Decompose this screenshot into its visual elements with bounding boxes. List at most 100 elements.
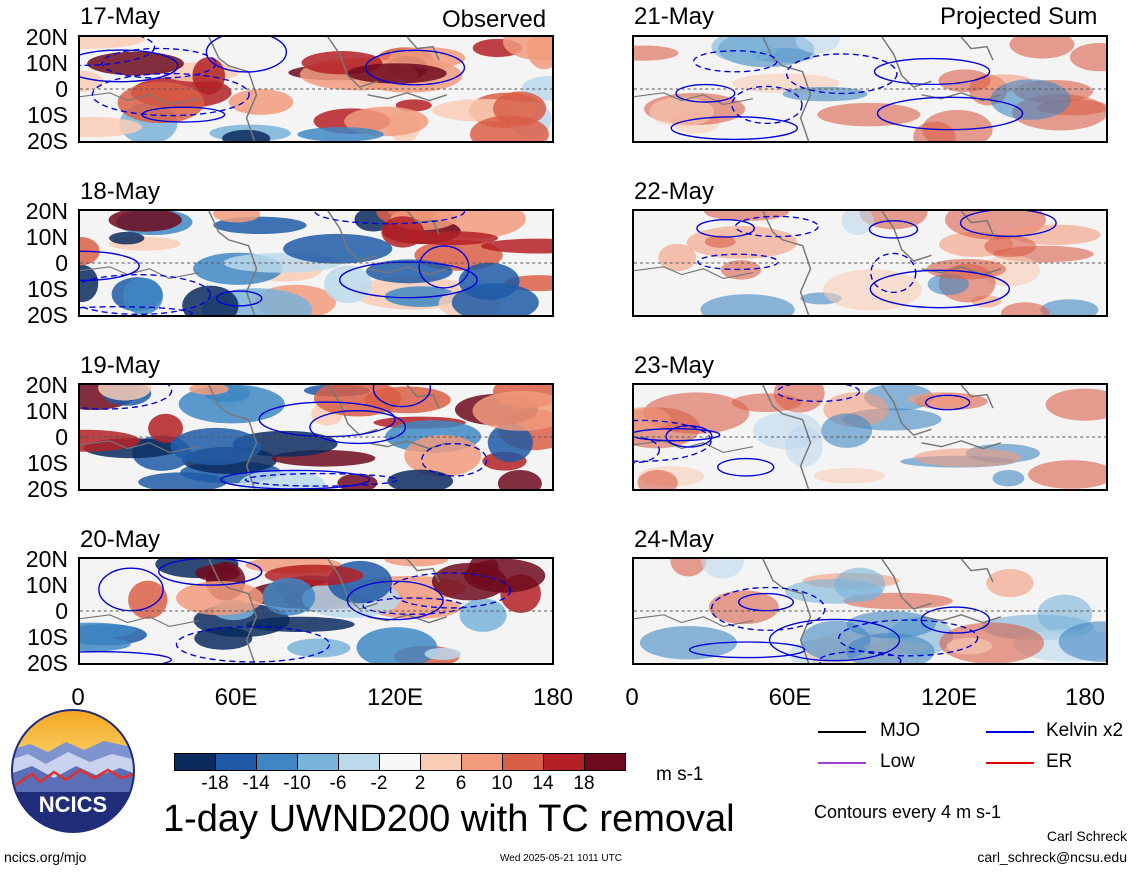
observed-label: Observed (442, 6, 547, 33)
kelvin-contour (785, 53, 898, 95)
map-panel-obs-2 (78, 209, 554, 317)
colorbar-swatch (174, 753, 216, 771)
lat-0: 0 (55, 598, 68, 624)
wind-anomaly-shade (785, 424, 823, 467)
wind-anomaly-shade (686, 225, 798, 259)
lat-10n: 10N (25, 50, 68, 76)
wind-anomaly-shade (990, 79, 1071, 120)
colorbar-swatch (461, 753, 503, 771)
wind-anomaly-shade (356, 627, 438, 663)
colorbar-label: -10 (283, 773, 311, 794)
wind-anomaly-shade (389, 47, 466, 69)
wind-anomaly-shade (984, 235, 1037, 258)
wind-anomaly-shade (87, 51, 184, 76)
coastline (881, 385, 932, 436)
lat-20s: 20S (27, 302, 68, 328)
figure-title: 1-day UWND200 with TC removal (163, 798, 735, 840)
kelvin-contour (80, 49, 179, 83)
lon-180: 180 (1064, 684, 1106, 711)
wind-anomaly-shade (109, 231, 145, 245)
lon-180: 180 (532, 684, 574, 711)
wind-anomaly-shade (98, 385, 152, 401)
coastline (80, 266, 200, 280)
wind-anomaly-shade (80, 37, 146, 49)
coastline (80, 614, 200, 628)
ncics-logo: NCICS (10, 708, 136, 834)
colorbar-label: -18 (201, 773, 229, 794)
footer-email: carl_schreck@ncsu.edu (977, 849, 1127, 865)
wind-anomaly-shade (637, 470, 678, 489)
wind-anomaly-shade (481, 238, 552, 254)
wind-anomaly-shade (821, 413, 873, 448)
kelvin-contour (175, 626, 331, 663)
colorbar-label: -2 (370, 773, 388, 794)
contour-note: Contours every 4 m s-1 (814, 802, 1002, 822)
wind-anomaly-shade (431, 562, 507, 601)
coastline (881, 559, 932, 610)
wind-anomaly-shade (720, 260, 762, 280)
kelvin-contour (924, 394, 971, 411)
coastline (367, 440, 448, 450)
lat-0: 0 (55, 424, 68, 450)
map-panel-obs-1 (78, 35, 554, 143)
map-field (634, 211, 1106, 315)
wind-anomaly-shade (913, 121, 956, 141)
coastline (960, 559, 994, 583)
coastline (208, 559, 258, 663)
kelvin-contour (346, 580, 444, 621)
wind-anomaly-shade (365, 259, 453, 284)
kelvin-contour (215, 290, 263, 307)
footer-timestamp: Wed 2025-05-21 1011 UTC (500, 853, 622, 864)
coastline (881, 37, 932, 88)
kelvin-contour (80, 651, 172, 663)
wind-anomaly-shade (228, 89, 294, 115)
legend-swatch-er (986, 762, 1034, 764)
lat-20s: 20S (27, 650, 68, 676)
kelvin-contour (158, 559, 263, 586)
map-panel-proj-3 (632, 383, 1108, 491)
lat-10s: 10S (27, 102, 68, 128)
map-field (634, 385, 1106, 489)
colorbar-swatch (379, 753, 421, 771)
wind-anomaly-shade (846, 611, 936, 639)
kelvin-contour (258, 401, 396, 438)
legend-swatch-mjo (818, 731, 866, 733)
coastline (406, 37, 440, 61)
wind-anomaly-shade (670, 559, 707, 577)
wind-anomaly-shade (117, 82, 205, 124)
date-label-obs-3: 19-May (80, 352, 161, 379)
colorbar-label: 10 (491, 773, 513, 794)
map-panel-obs-3 (78, 383, 554, 491)
lat-10n: 10N (25, 398, 68, 424)
coastline (921, 266, 1002, 276)
wind-anomaly-shade (424, 647, 462, 661)
wind-anomaly-shade (80, 116, 142, 138)
wind-anomaly-shade (639, 626, 738, 660)
kelvin-contour (80, 385, 173, 410)
coastline (80, 92, 200, 106)
legend-swatch-kelvin (986, 731, 1034, 733)
map-field (634, 37, 1106, 141)
kelvin-contour (670, 116, 799, 141)
kelvin-contour (389, 572, 512, 609)
wind-anomaly-shade (1037, 594, 1093, 634)
wind-anomaly-shade (387, 469, 454, 489)
wind-anomaly-shade (80, 637, 131, 652)
wind-anomaly-shade (1040, 299, 1099, 315)
map-field (80, 37, 552, 141)
wind-anomaly-shade (1069, 42, 1106, 72)
wind-anomaly-shade (381, 216, 425, 248)
wind-anomaly-shade (986, 569, 1034, 598)
date-label-obs-4: 20-May (80, 526, 161, 553)
coastline (634, 266, 754, 280)
wind-anomaly-shade (324, 265, 372, 304)
wind-anomaly-shade (384, 559, 449, 567)
coastline (762, 385, 812, 489)
coastline (367, 266, 448, 276)
wind-anomaly-shade (246, 616, 355, 632)
wind-anomaly-shade (938, 69, 991, 93)
wind-anomaly-shade (451, 283, 539, 315)
coastline (634, 440, 754, 454)
kelvin-contour (731, 85, 803, 125)
lat-10s: 10S (27, 624, 68, 650)
